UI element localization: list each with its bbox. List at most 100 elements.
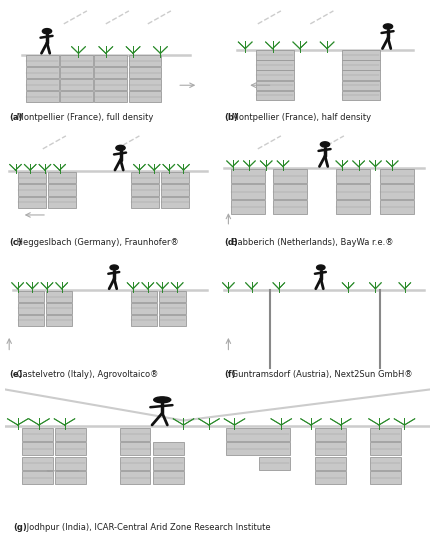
Bar — [22, 427, 53, 441]
Text: Heggeslbach (Germany), Fraunhofer®: Heggeslbach (Germany), Fraunhofer® — [14, 238, 178, 247]
Bar — [26, 91, 59, 102]
Circle shape — [320, 142, 329, 147]
Bar — [46, 315, 72, 326]
Bar — [255, 80, 293, 90]
Bar — [131, 315, 157, 326]
Bar — [315, 456, 345, 470]
Circle shape — [110, 265, 118, 270]
Bar — [341, 60, 379, 70]
Bar — [230, 169, 265, 183]
Circle shape — [382, 24, 392, 29]
Bar — [335, 184, 369, 199]
Bar — [128, 91, 161, 102]
Bar — [119, 442, 150, 455]
Text: (f): (f) — [224, 370, 235, 379]
Text: Babberich (Netherlands), BayWa r.e.®: Babberich (Netherlands), BayWa r.e.® — [229, 238, 393, 247]
Bar — [370, 456, 400, 470]
Bar — [161, 184, 189, 196]
Bar — [370, 442, 400, 455]
Bar — [119, 427, 150, 441]
Bar — [22, 442, 53, 455]
Text: Montpellier (France), full density: Montpellier (France), full density — [14, 113, 153, 122]
Bar — [161, 172, 189, 184]
Bar — [60, 79, 92, 90]
Bar — [55, 427, 85, 441]
Bar — [94, 67, 127, 79]
Bar — [272, 184, 306, 199]
Bar — [22, 456, 53, 470]
Bar — [55, 456, 85, 470]
Bar — [131, 303, 157, 313]
Bar — [17, 303, 44, 313]
Bar — [159, 292, 185, 302]
Bar — [259, 456, 289, 470]
Bar — [272, 169, 306, 183]
Text: (e): (e) — [9, 370, 23, 379]
Bar — [128, 79, 161, 90]
Bar — [315, 471, 345, 485]
Bar — [119, 456, 150, 470]
Text: (d): (d) — [224, 238, 237, 247]
Bar — [161, 196, 189, 208]
Circle shape — [316, 265, 324, 270]
Bar — [131, 184, 159, 196]
Bar — [131, 172, 159, 184]
Bar — [26, 67, 59, 79]
Bar — [226, 442, 289, 455]
Bar — [315, 427, 345, 441]
Bar — [272, 200, 306, 215]
Bar — [341, 91, 379, 100]
Bar — [128, 55, 161, 67]
Text: (g): (g) — [13, 522, 27, 531]
Bar — [159, 315, 185, 326]
Bar — [230, 184, 265, 199]
Text: Guntramsdorf (Austria), Next2Sun GmbH®: Guntramsdorf (Austria), Next2Sun GmbH® — [229, 370, 412, 379]
Bar — [335, 200, 369, 215]
Bar — [46, 303, 72, 313]
Text: (a): (a) — [9, 113, 23, 122]
Bar — [370, 471, 400, 485]
Bar — [17, 196, 46, 208]
Bar — [341, 51, 379, 60]
Bar — [341, 70, 379, 80]
Bar — [46, 292, 72, 302]
Bar — [159, 303, 185, 313]
Circle shape — [115, 145, 125, 151]
Text: Castelvetro (Italy), Agrovoltaico®: Castelvetro (Italy), Agrovoltaico® — [14, 370, 158, 379]
Bar — [60, 55, 92, 67]
Bar — [379, 200, 413, 215]
Bar — [152, 471, 183, 485]
Bar — [47, 196, 76, 208]
Bar — [17, 292, 44, 302]
Bar — [47, 172, 76, 184]
Bar — [370, 427, 400, 441]
Bar — [94, 91, 127, 102]
Bar — [60, 67, 92, 79]
Bar — [379, 169, 413, 183]
Bar — [17, 172, 46, 184]
Bar — [22, 471, 53, 485]
Bar — [335, 169, 369, 183]
Bar — [341, 80, 379, 90]
Text: (b): (b) — [224, 113, 237, 122]
Bar — [47, 184, 76, 196]
Bar — [131, 196, 159, 208]
Bar — [26, 79, 59, 90]
Bar — [17, 315, 44, 326]
Bar — [94, 55, 127, 67]
Circle shape — [153, 397, 171, 403]
Bar — [94, 79, 127, 90]
Text: Jodhpur (India), ICAR-Central Arid Zone Research Institute: Jodhpur (India), ICAR-Central Arid Zone … — [23, 522, 270, 531]
Bar — [255, 70, 293, 80]
Bar — [26, 55, 59, 67]
Circle shape — [42, 29, 52, 34]
Bar — [55, 471, 85, 485]
Bar — [226, 427, 289, 441]
Bar — [255, 91, 293, 100]
Bar — [128, 67, 161, 79]
Bar — [17, 184, 46, 196]
Bar — [152, 442, 183, 455]
Bar — [119, 471, 150, 485]
Bar — [230, 200, 265, 215]
Bar — [255, 51, 293, 60]
